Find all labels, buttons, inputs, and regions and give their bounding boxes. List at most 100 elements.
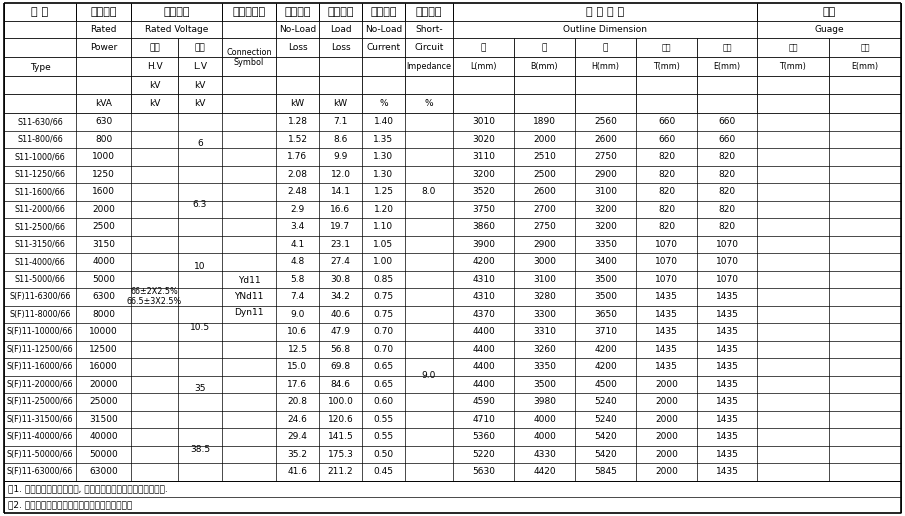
Text: 4400: 4400 <box>472 380 495 389</box>
Text: 纵向: 纵向 <box>861 43 870 52</box>
Text: 34.2: 34.2 <box>330 292 350 301</box>
Text: 8000: 8000 <box>92 310 115 319</box>
Text: 175.3: 175.3 <box>328 450 354 459</box>
Text: 1.35: 1.35 <box>374 135 394 144</box>
Text: 1.30: 1.30 <box>374 170 394 179</box>
Text: 2750: 2750 <box>533 222 556 231</box>
Text: 820: 820 <box>719 170 736 179</box>
Text: S11-5000/66: S11-5000/66 <box>14 275 65 284</box>
Text: 3100: 3100 <box>594 187 617 196</box>
Text: 4.1: 4.1 <box>291 240 305 249</box>
Text: Power: Power <box>90 43 117 52</box>
Text: 5240: 5240 <box>594 397 617 406</box>
Text: 3750: 3750 <box>472 205 495 214</box>
Text: Guage: Guage <box>814 25 843 34</box>
Text: 3520: 3520 <box>472 187 495 196</box>
Text: E(mm): E(mm) <box>713 62 740 71</box>
Text: 4200: 4200 <box>594 345 617 354</box>
Text: 低压: 低压 <box>195 43 205 52</box>
Text: S(F)11-8000/66: S(F)11-8000/66 <box>9 310 71 319</box>
Text: 4330: 4330 <box>533 450 556 459</box>
Text: 0.70: 0.70 <box>374 327 394 336</box>
Text: 29.4: 29.4 <box>288 432 308 441</box>
Text: 3500: 3500 <box>533 380 556 389</box>
Text: Rated: Rated <box>90 25 117 34</box>
Text: 3860: 3860 <box>472 222 495 231</box>
Text: 3150: 3150 <box>92 240 115 249</box>
Text: 0.55: 0.55 <box>374 432 394 441</box>
Text: 2600: 2600 <box>533 187 556 196</box>
Text: 短路阻抗: 短路阻抗 <box>415 7 443 17</box>
Text: 6300: 6300 <box>92 292 115 301</box>
Text: 3280: 3280 <box>533 292 556 301</box>
Text: L(mm): L(mm) <box>471 62 497 71</box>
Text: 4310: 4310 <box>472 292 495 301</box>
Text: 4370: 4370 <box>472 310 495 319</box>
Text: 0.65: 0.65 <box>374 380 394 389</box>
Text: S11-4000/66: S11-4000/66 <box>14 257 65 266</box>
Text: 1.10: 1.10 <box>374 222 394 231</box>
Text: 23.1: 23.1 <box>330 240 350 249</box>
Text: 型 号: 型 号 <box>32 7 49 17</box>
Text: 3260: 3260 <box>533 345 556 354</box>
Text: 820: 820 <box>719 205 736 214</box>
Text: 25000: 25000 <box>90 397 118 406</box>
Text: 9.0: 9.0 <box>291 310 305 319</box>
Text: Dyn11: Dyn11 <box>234 308 263 317</box>
Text: 5845: 5845 <box>594 467 617 476</box>
Text: YNd11: YNd11 <box>234 292 263 301</box>
Text: 3980: 3980 <box>533 397 556 406</box>
Text: 1435: 1435 <box>716 327 738 336</box>
Text: 3000: 3000 <box>533 257 556 266</box>
Text: 1890: 1890 <box>533 117 556 126</box>
Text: 10000: 10000 <box>89 327 118 336</box>
Text: 5000: 5000 <box>92 275 115 284</box>
Text: 1070: 1070 <box>655 257 678 266</box>
Text: 空载损耗: 空载损耗 <box>284 7 310 17</box>
Text: 宽: 宽 <box>542 43 548 52</box>
Text: 5420: 5420 <box>594 432 617 441</box>
Text: kVA: kVA <box>95 99 112 108</box>
Text: 1.30: 1.30 <box>374 152 394 161</box>
Text: 2000: 2000 <box>533 135 556 144</box>
Text: S(F)11-25000/66: S(F)11-25000/66 <box>6 397 73 406</box>
Text: 1435: 1435 <box>716 362 738 371</box>
Text: 注1. 外形尺寸随要求而改变, 所以该项表内数据以出厂文件为准.: 注1. 外形尺寸随要求而改变, 所以该项表内数据以出厂文件为准. <box>8 484 167 493</box>
Text: 6.3: 6.3 <box>193 200 207 209</box>
Text: kV: kV <box>148 80 160 89</box>
Text: 10.5: 10.5 <box>190 323 210 332</box>
Text: 纵向: 纵向 <box>722 43 732 52</box>
Text: 4400: 4400 <box>472 345 495 354</box>
Text: 联结组标号: 联结组标号 <box>233 7 265 17</box>
Text: Rated Voltage: Rated Voltage <box>145 25 208 34</box>
Text: 3500: 3500 <box>594 292 617 301</box>
Text: L.V: L.V <box>193 62 207 71</box>
Text: 1.00: 1.00 <box>374 257 394 266</box>
Text: 1435: 1435 <box>655 345 678 354</box>
Text: 1435: 1435 <box>716 345 738 354</box>
Text: 40000: 40000 <box>90 432 118 441</box>
Text: 4500: 4500 <box>594 380 617 389</box>
Text: 2.9: 2.9 <box>291 205 305 214</box>
Text: 1435: 1435 <box>655 292 678 301</box>
Text: E(mm): E(mm) <box>852 62 879 71</box>
Text: S11-1000/66: S11-1000/66 <box>14 152 65 161</box>
Text: 6: 6 <box>197 139 203 148</box>
Text: 50000: 50000 <box>89 450 118 459</box>
Text: 15.0: 15.0 <box>288 362 308 371</box>
Text: 4000: 4000 <box>92 257 115 266</box>
Text: 2560: 2560 <box>594 117 617 126</box>
Text: 高: 高 <box>603 43 608 52</box>
Text: 0.75: 0.75 <box>374 310 394 319</box>
Text: 7.1: 7.1 <box>333 117 348 126</box>
Text: 84.6: 84.6 <box>330 380 350 389</box>
Text: 1000: 1000 <box>92 152 115 161</box>
Text: 1.76: 1.76 <box>288 152 308 161</box>
Text: 2.48: 2.48 <box>288 187 308 196</box>
Text: 17.6: 17.6 <box>288 380 308 389</box>
Text: H.V: H.V <box>147 62 162 71</box>
Text: 4.8: 4.8 <box>291 257 305 266</box>
Text: 211.2: 211.2 <box>328 467 353 476</box>
Text: S(F)11-6300/66: S(F)11-6300/66 <box>9 292 71 301</box>
Text: 4000: 4000 <box>533 432 556 441</box>
